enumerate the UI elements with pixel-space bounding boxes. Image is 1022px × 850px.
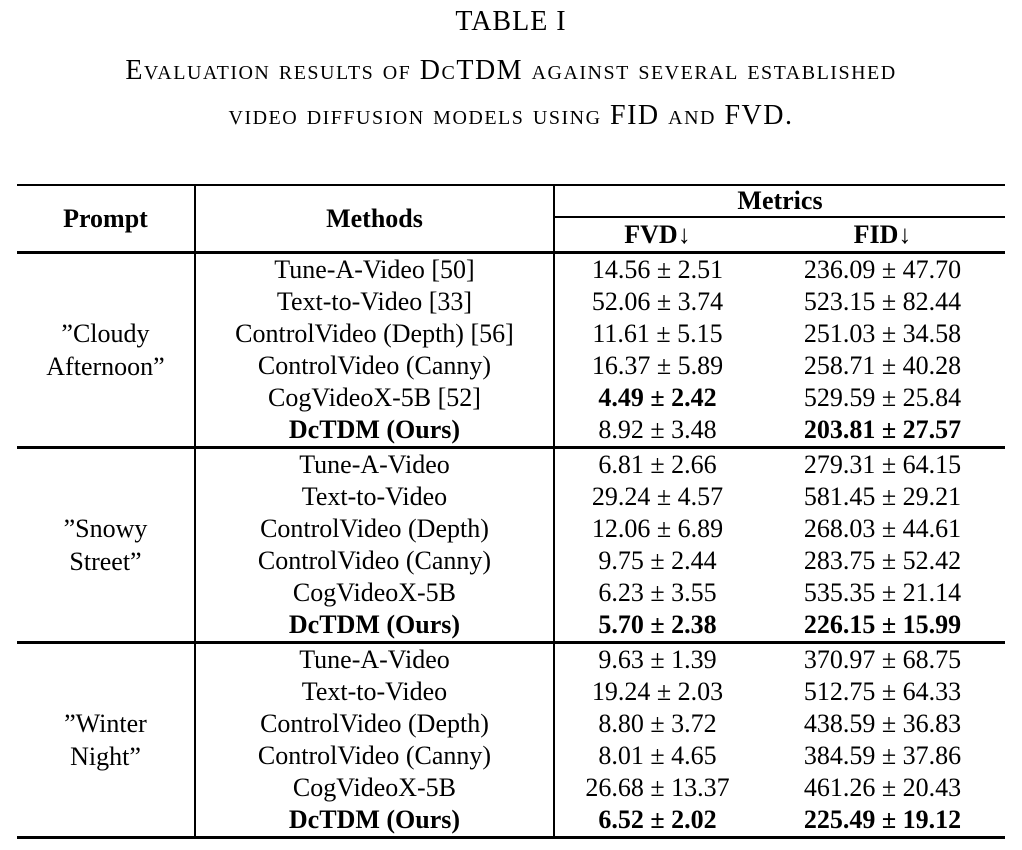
fvd-cell: 8.92 ± 3.48 <box>553 414 760 449</box>
method-cell: ControlVideo (Canny) <box>194 740 555 772</box>
table-row: CogVideoX-5B 6.23 ± 3.55 535.35 ± 21.14 <box>17 577 1005 609</box>
table-row: Text-to-Video 29.24 ± 4.57 581.45 ± 29.2… <box>17 481 1005 513</box>
method-cell: Text-to-Video <box>194 676 555 708</box>
table-row: ControlVideo (Depth) [56] 11.61 ± 5.15 2… <box>17 318 1005 350</box>
fid-cell: 251.03 ± 34.58 <box>803 319 962 348</box>
fid-cell: 370.97 ± 68.75 <box>803 645 962 674</box>
table-caption-line1: Evaluation results of DcTDM against seve… <box>125 55 897 86</box>
fid-cell: 461.26 ± 20.43 <box>803 773 962 802</box>
method-cell: DcTDM (Ours) <box>194 804 555 839</box>
fvd-cell: 6.23 ± 3.55 <box>598 578 717 607</box>
prompt-line-1: ”Snowy <box>63 514 148 543</box>
fid-cell: 226.15 ± 15.99 <box>759 609 1005 644</box>
table-row: Text-to-Video [33] 52.06 ± 3.74 523.15 ±… <box>17 286 1005 318</box>
fid-cell: 523.15 ± 82.44 <box>803 287 962 316</box>
method-cell: DcTDM (Ours) <box>194 414 555 449</box>
fid-cell: 581.45 ± 29.21 <box>803 482 962 511</box>
header-row-1: Prompt Methods Metrics <box>16 185 1005 254</box>
fid-cell: 203.81 ± 27.57 <box>759 414 1005 449</box>
table-row: ControlVideo (Canny) 16.37 ± 5.89 258.71… <box>17 350 1005 382</box>
fid-cell: 258.71 ± 40.28 <box>803 351 962 380</box>
fvd-cell: 26.68 ± 13.37 <box>585 773 730 802</box>
fid-cell: 268.03 ± 44.61 <box>803 514 962 543</box>
table-row: DcTDM (Ours) 6.52 ± 2.02 225.49 ± 19.12 <box>17 804 1005 839</box>
fvd-cell: 8.01 ± 4.65 <box>598 741 717 770</box>
table-row: DcTDM (Ours) 5.70 ± 2.38 226.15 ± 15.99 <box>17 609 1005 644</box>
table-row: CogVideoX-5B [52] 4.49 ± 2.42 529.59 ± 2… <box>17 382 1005 414</box>
fid-cell: 512.75 ± 64.33 <box>803 677 962 706</box>
table-row: ControlVideo (Depth) 12.06 ± 6.89 268.03… <box>17 513 1005 545</box>
method-cell: ControlVideo (Depth) [56] <box>194 318 555 350</box>
table-title: TABLE I <box>455 6 567 37</box>
fvd-cell: 9.63 ± 1.39 <box>598 645 717 674</box>
table-row: ”Cloudy Afternoon” Tune-A-Video [50] 14.… <box>16 252 1005 449</box>
prompt-cell: ”Snowy Street” <box>16 447 196 644</box>
prompt-line-1: ”Cloudy <box>61 319 150 348</box>
method-cell: Text-to-Video <box>194 481 555 513</box>
table-caption: Evaluation results of DcTDM against seve… <box>0 48 1022 138</box>
prompt-group-cloudy-afternoon: ”Cloudy Afternoon” Tune-A-Video [50] 14.… <box>16 252 1005 449</box>
prompt-line-2: Night” <box>70 742 141 771</box>
header-row-2: FVD↓ FID↓ <box>17 217 1005 254</box>
fvd-column-header: FVD↓ <box>553 217 760 254</box>
fvd-cell: 29.24 ± 4.57 <box>591 482 724 511</box>
method-cell: DcTDM (Ours) <box>194 609 555 644</box>
prompt-line-2: Street” <box>69 547 142 576</box>
fvd-cell: 6.52 ± 2.02 <box>553 804 760 839</box>
fid-cell: 535.35 ± 21.14 <box>803 578 962 607</box>
method-cell: CogVideoX-5B <box>194 772 555 804</box>
fid-column-header: FID↓ <box>759 217 1005 254</box>
fid-cell: 279.31 ± 64.15 <box>803 450 962 479</box>
prompt-line-1: ”Winter <box>64 709 147 738</box>
table-row: ”Winter Night” Tune-A-Video 9.63 ± 1.39 … <box>16 642 1005 839</box>
table-row: ”Snowy Street” Tune-A-Video 6.81 ± 2.66 … <box>16 447 1005 644</box>
method-cell: CogVideoX-5B [52] <box>194 382 555 414</box>
results-table: Prompt Methods Metrics FVD↓ FID↓ ”Cloudy… <box>16 184 1005 839</box>
fvd-cell: 12.06 ± 6.89 <box>591 514 724 543</box>
method-cell: ControlVideo (Depth) <box>194 708 555 740</box>
table-row: Text-to-Video 19.24 ± 2.03 512.75 ± 64.3… <box>17 676 1005 708</box>
prompt-column-header: Prompt <box>16 185 196 254</box>
table-header: Prompt Methods Metrics FVD↓ FID↓ <box>16 185 1005 254</box>
method-cell: ControlVideo (Canny) <box>194 350 555 382</box>
table-row: DcTDM (Ours) 8.92 ± 3.48 203.81 ± 27.57 <box>17 414 1005 449</box>
fvd-cell: 16.37 ± 5.89 <box>591 351 724 380</box>
fid-cell: 236.09 ± 47.70 <box>803 255 962 284</box>
prompt-cell: ”Winter Night” <box>16 642 196 839</box>
fvd-cell: 5.70 ± 2.38 <box>553 609 760 644</box>
table-row: ControlVideo (Canny) 8.01 ± 4.65 384.59 … <box>17 740 1005 772</box>
method-cell: ControlVideo (Canny) <box>194 545 555 577</box>
fid-cell: 283.75 ± 52.42 <box>803 546 962 575</box>
fid-cell: 225.49 ± 19.12 <box>759 804 1005 839</box>
prompt-line-2: Afternoon” <box>46 352 165 381</box>
fid-cell: 438.59 ± 36.83 <box>803 709 962 738</box>
fvd-cell: 8.80 ± 3.72 <box>598 709 717 738</box>
method-cell: Tune-A-Video <box>194 642 555 676</box>
method-cell: ControlVideo (Depth) <box>194 513 555 545</box>
fvd-cell: 14.56 ± 2.51 <box>591 255 724 284</box>
fvd-cell: 19.24 ± 2.03 <box>591 677 724 706</box>
fvd-cell: 52.06 ± 3.74 <box>591 287 724 316</box>
fvd-cell: 9.75 ± 2.44 <box>598 546 717 575</box>
method-cell: Tune-A-Video <box>194 447 555 481</box>
table-caption-line2: video diffusion models using FID and FVD… <box>228 100 794 131</box>
method-cell: Text-to-Video [33] <box>194 286 555 318</box>
fid-cell: 529.59 ± 25.84 <box>803 383 962 412</box>
fvd-cell: 11.61 ± 5.15 <box>592 319 723 348</box>
methods-column-header: Methods <box>194 185 555 254</box>
table-row: ControlVideo (Canny) 9.75 ± 2.44 283.75 … <box>17 545 1005 577</box>
method-cell: Tune-A-Video [50] <box>194 252 555 286</box>
fid-cell: 384.59 ± 37.86 <box>803 741 962 770</box>
fvd-cell: 6.81 ± 2.66 <box>598 450 717 479</box>
prompt-group-snowy-street: ”Snowy Street” Tune-A-Video 6.81 ± 2.66 … <box>16 447 1005 644</box>
table-row: ControlVideo (Depth) 8.80 ± 3.72 438.59 … <box>17 708 1005 740</box>
prompt-cell: ”Cloudy Afternoon” <box>16 252 196 449</box>
method-cell: CogVideoX-5B <box>194 577 555 609</box>
table-row: CogVideoX-5B 26.68 ± 13.37 461.26 ± 20.4… <box>17 772 1005 804</box>
prompt-group-winter-night: ”Winter Night” Tune-A-Video 9.63 ± 1.39 … <box>16 642 1005 839</box>
metrics-column-header: Metrics <box>553 185 1005 218</box>
fvd-cell: 4.49 ± 2.42 <box>598 383 717 412</box>
